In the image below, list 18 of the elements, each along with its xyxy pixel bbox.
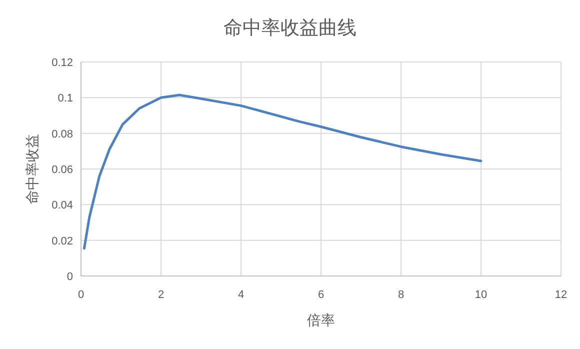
x-tick-label: 0 <box>78 289 84 301</box>
y-tick-label: 0.12 <box>52 57 73 69</box>
y-axis-title: 命中率收益 <box>24 134 40 204</box>
y-tick-label: 0.08 <box>52 128 73 140</box>
x-tick-label: 12 <box>554 289 568 301</box>
y-tick-label: 0.02 <box>52 235 73 248</box>
x-tick-label: 6 <box>318 289 324 301</box>
y-tick-label: 0.06 <box>52 164 73 176</box>
x-tick-label: 10 <box>474 289 488 301</box>
line-series <box>82 94 482 250</box>
x-tick-label: 4 <box>238 289 244 301</box>
x-axis-title: 倍率 <box>307 312 335 328</box>
x-tick-label: 2 <box>158 289 164 301</box>
y-tick-label: 0.04 <box>52 200 73 212</box>
y-tick-label: 0 <box>66 271 73 283</box>
y-tick-label: 0.1 <box>58 92 73 105</box>
x-tick-label: 8 <box>398 289 404 301</box>
chart-title: 命中率收益曲线 <box>224 17 356 39</box>
